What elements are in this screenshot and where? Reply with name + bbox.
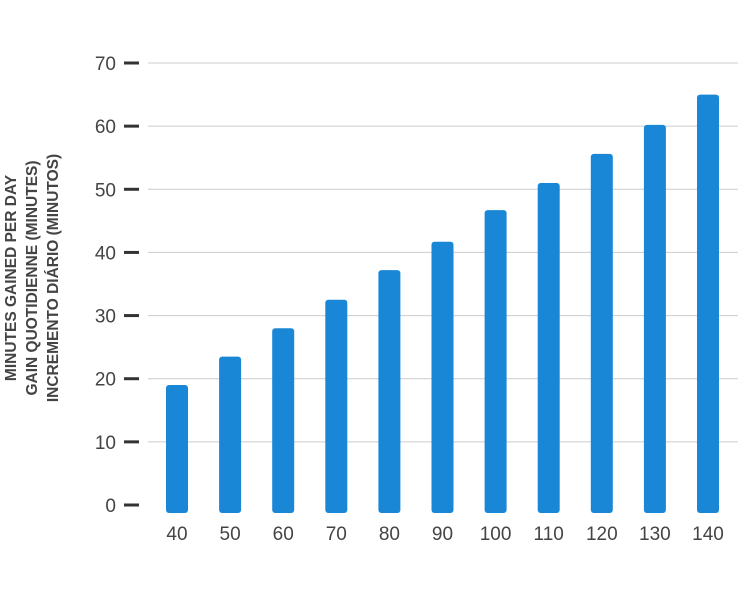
bar-120 xyxy=(590,153,613,513)
y-axis-ticks: 0 10 20 30 40 50 60 70 xyxy=(95,54,139,517)
y-tick-label-20: 20 xyxy=(95,370,116,391)
bar-90 xyxy=(431,241,454,514)
y-axis-title-line-3: INCREMENTO DIÁRIO (MINUTOS) xyxy=(45,154,62,402)
x-tick-label-110: 110 xyxy=(534,524,564,545)
y-tick-label-50: 50 xyxy=(95,180,116,201)
x-tick-label-90: 90 xyxy=(432,524,453,545)
x-tick-label-50: 50 xyxy=(220,524,241,545)
bars xyxy=(166,94,719,514)
bar-50 xyxy=(219,356,242,513)
x-tick-label-100: 100 xyxy=(480,524,512,545)
x-tick-label-70: 70 xyxy=(326,524,347,545)
y-tick-label-0: 0 xyxy=(105,496,116,517)
x-tick-label-120: 120 xyxy=(586,524,618,545)
bar-60 xyxy=(272,328,295,513)
x-tick-label-140: 140 xyxy=(692,524,724,545)
x-tick-label-60: 60 xyxy=(273,524,294,545)
y-axis-title: MINUTES GAINED PER DAY GAIN QUOTIDIENNE … xyxy=(3,154,62,402)
bar-70 xyxy=(325,299,348,513)
x-axis-ticks: 40 50 60 70 80 90 100 110 120 130 140 xyxy=(166,524,723,545)
y-tick-label-30: 30 xyxy=(95,307,116,328)
bar-40 xyxy=(166,385,188,513)
bar-130 xyxy=(643,124,666,513)
x-tick-label-80: 80 xyxy=(379,524,400,545)
bar-140 xyxy=(697,94,719,514)
y-tick-label-60: 60 xyxy=(95,117,116,138)
y-tick-label-40: 40 xyxy=(95,243,116,264)
x-tick-label-130: 130 xyxy=(639,524,671,545)
y-tick-label-70: 70 xyxy=(95,54,116,75)
y-axis-title-line-2: GAIN QUOTIDIENNE (MINUTES) xyxy=(24,160,41,395)
x-tick-label-40: 40 xyxy=(166,524,187,545)
bar-80 xyxy=(378,270,401,513)
bar-110 xyxy=(537,182,560,513)
y-tick-label-10: 10 xyxy=(95,433,116,454)
y-axis-title-line-1: MINUTES GAINED PER DAY xyxy=(3,174,20,381)
bar-100 xyxy=(484,210,507,513)
